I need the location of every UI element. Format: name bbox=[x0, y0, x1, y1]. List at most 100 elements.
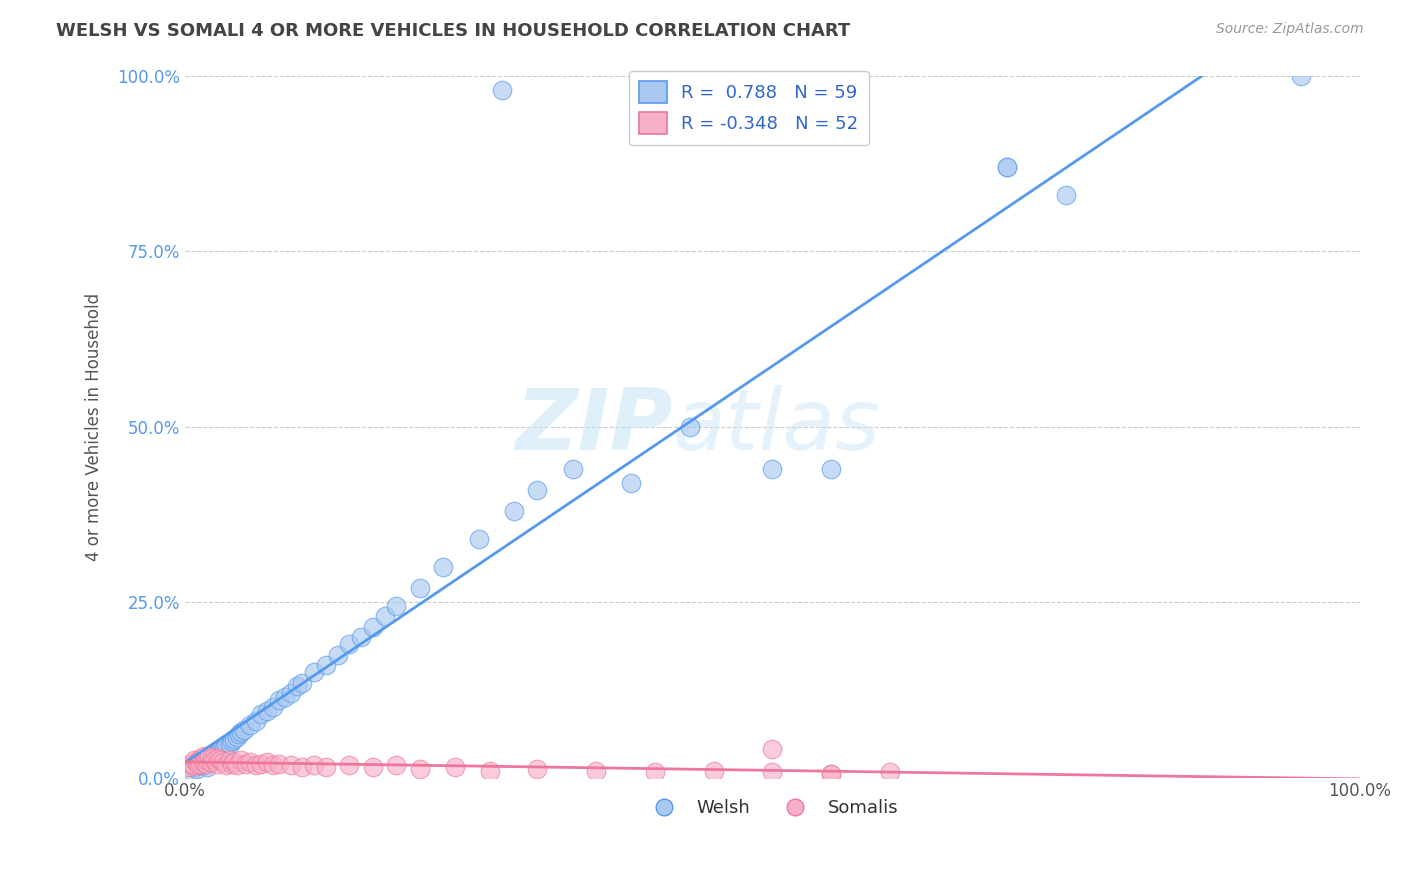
Point bbox=[197, 749, 219, 764]
Point bbox=[274, 690, 297, 704]
Point bbox=[224, 755, 246, 769]
Point bbox=[191, 755, 214, 769]
Point bbox=[218, 737, 240, 751]
Point bbox=[761, 764, 783, 779]
Point bbox=[197, 753, 219, 767]
Point bbox=[215, 758, 238, 772]
Point bbox=[585, 764, 607, 778]
Point bbox=[339, 758, 361, 772]
Point bbox=[181, 758, 204, 772]
Point bbox=[188, 758, 211, 772]
Point bbox=[190, 751, 212, 765]
Point bbox=[235, 756, 257, 771]
Point bbox=[644, 764, 666, 779]
Point bbox=[526, 762, 548, 776]
Point bbox=[315, 760, 337, 774]
Point bbox=[204, 748, 226, 763]
Point bbox=[995, 160, 1018, 174]
Point bbox=[195, 753, 218, 767]
Point bbox=[202, 751, 225, 765]
Point bbox=[267, 693, 290, 707]
Y-axis label: 4 or more Vehicles in Household: 4 or more Vehicles in Household bbox=[86, 293, 103, 560]
Point bbox=[239, 755, 262, 769]
Point bbox=[385, 599, 408, 613]
Point bbox=[188, 753, 211, 767]
Point bbox=[409, 762, 432, 776]
Point bbox=[205, 746, 228, 760]
Point bbox=[209, 744, 232, 758]
Point bbox=[250, 707, 273, 722]
Point bbox=[209, 753, 232, 767]
Point bbox=[385, 758, 408, 772]
Point bbox=[526, 483, 548, 497]
Point bbox=[211, 742, 233, 756]
Point bbox=[820, 767, 842, 781]
Point bbox=[224, 731, 246, 746]
Point bbox=[761, 742, 783, 756]
Point bbox=[326, 648, 349, 662]
Point bbox=[820, 767, 842, 781]
Point bbox=[201, 751, 224, 765]
Point bbox=[267, 756, 290, 771]
Point bbox=[1054, 187, 1077, 202]
Point bbox=[339, 637, 361, 651]
Point bbox=[218, 753, 240, 767]
Point bbox=[195, 760, 218, 774]
Point bbox=[409, 581, 432, 595]
Point bbox=[302, 665, 325, 680]
Point bbox=[291, 760, 314, 774]
Point bbox=[361, 619, 384, 633]
Point bbox=[245, 758, 267, 772]
Point bbox=[212, 741, 235, 756]
Point bbox=[995, 160, 1018, 174]
Point bbox=[239, 718, 262, 732]
Point bbox=[302, 758, 325, 772]
Point bbox=[207, 751, 229, 765]
Point bbox=[186, 762, 208, 776]
Point bbox=[211, 755, 233, 769]
Point bbox=[280, 686, 302, 700]
Point bbox=[183, 760, 205, 774]
Point bbox=[232, 723, 254, 737]
Point bbox=[207, 749, 229, 764]
Point bbox=[200, 755, 222, 769]
Point bbox=[221, 734, 243, 748]
Point bbox=[350, 630, 373, 644]
Point bbox=[256, 755, 278, 769]
Point bbox=[188, 756, 211, 771]
Point bbox=[262, 700, 284, 714]
Point bbox=[190, 756, 212, 771]
Point bbox=[177, 760, 200, 774]
Point bbox=[879, 764, 901, 779]
Point bbox=[561, 461, 583, 475]
Point bbox=[432, 560, 454, 574]
Text: Source: ZipAtlas.com: Source: ZipAtlas.com bbox=[1216, 22, 1364, 37]
Point bbox=[183, 753, 205, 767]
Point bbox=[231, 725, 253, 739]
Point bbox=[231, 753, 253, 767]
Point bbox=[225, 758, 247, 772]
Point bbox=[200, 751, 222, 765]
Point bbox=[245, 714, 267, 729]
Point bbox=[491, 82, 513, 96]
Point bbox=[202, 749, 225, 764]
Point bbox=[180, 764, 202, 778]
Point bbox=[215, 739, 238, 753]
Point bbox=[262, 758, 284, 772]
Point bbox=[679, 419, 702, 434]
Point bbox=[201, 753, 224, 767]
Point bbox=[228, 727, 250, 741]
Point bbox=[620, 475, 643, 490]
Point bbox=[1289, 69, 1312, 83]
Point bbox=[225, 730, 247, 744]
Point bbox=[193, 749, 215, 764]
Point bbox=[198, 755, 221, 769]
Text: atlas: atlas bbox=[672, 385, 880, 468]
Point bbox=[703, 764, 725, 778]
Point bbox=[280, 758, 302, 772]
Point bbox=[761, 461, 783, 475]
Point bbox=[193, 758, 215, 772]
Point bbox=[444, 760, 467, 774]
Point bbox=[195, 756, 218, 771]
Point bbox=[202, 753, 225, 767]
